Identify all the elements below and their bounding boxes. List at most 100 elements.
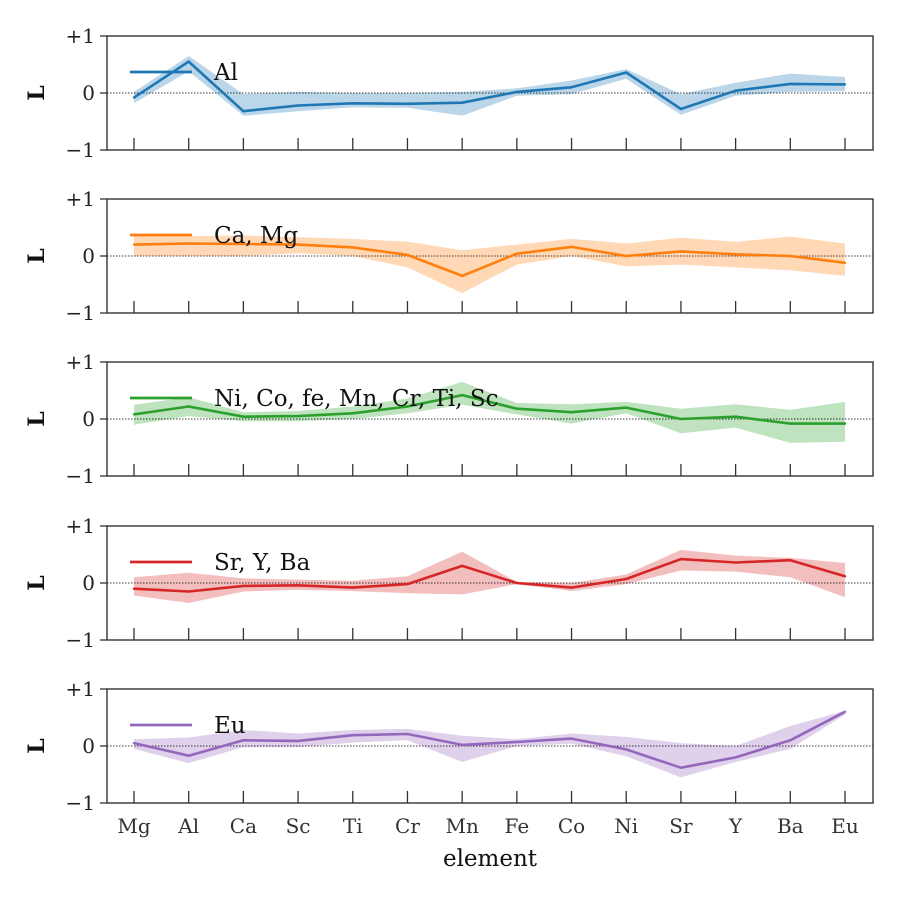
data-point — [242, 584, 245, 588]
data-point — [570, 245, 573, 249]
data-point — [570, 411, 573, 414]
data-point — [132, 96, 136, 99]
y-tick-label: −1 — [66, 301, 95, 325]
data-point — [679, 557, 683, 561]
data-point — [461, 743, 464, 747]
y-tick-label: −1 — [66, 138, 95, 162]
panel-4: −1 0 +1 L Sr, Y, Ba — [24, 514, 874, 652]
y-tick-label: 0 — [82, 734, 95, 758]
data-point — [187, 405, 190, 408]
data-point — [461, 564, 464, 568]
data-point — [187, 590, 190, 593]
x-tick-label: Co — [558, 814, 585, 838]
data-point — [625, 71, 628, 74]
data-point — [406, 732, 409, 736]
y-axis-label: L — [24, 85, 50, 100]
data-point — [515, 740, 518, 744]
data-point — [515, 252, 518, 255]
y-axis-label: L — [24, 248, 50, 263]
data-point — [625, 748, 628, 751]
legend-label: Ni, Co, fe, Mn, Cr, Ti, Sc — [214, 386, 499, 412]
data-point — [515, 90, 518, 94]
data-point — [187, 60, 190, 63]
x-tick-label: Al — [177, 814, 199, 838]
data-point — [296, 104, 300, 107]
data-point — [461, 101, 464, 104]
x-tick-label: Mn — [445, 814, 478, 838]
data-point — [132, 741, 136, 745]
series-line — [133, 242, 846, 278]
data-point — [843, 422, 847, 425]
panel-1: −1 0 +1 L Al — [24, 24, 874, 162]
data-point — [515, 581, 518, 585]
data-point — [679, 107, 683, 111]
data-point — [570, 586, 573, 589]
confidence-band — [134, 381, 845, 443]
panel-2: −1 0 +1 L Ca, Mg — [24, 187, 874, 325]
data-point — [734, 253, 737, 256]
confidence-band — [134, 56, 845, 116]
data-point — [843, 710, 847, 713]
y-tick-label: 0 — [82, 571, 95, 595]
x-tick-label: Mg — [117, 814, 150, 838]
data-point — [515, 407, 518, 410]
x-tick-label: Y — [728, 814, 743, 838]
y-tick-label: 0 — [82, 244, 95, 268]
data-point — [242, 415, 245, 418]
data-point — [351, 246, 354, 249]
y-tick-label: −1 — [66, 791, 95, 815]
x-axis-label: element — [443, 846, 538, 872]
panel-3: −1 0 +1 L Ni, Co, fe, Mn, Cr, Ti, Sc — [24, 350, 874, 488]
y-tick-label: +1 — [66, 187, 95, 211]
data-point — [570, 86, 573, 89]
y-tick-label: +1 — [66, 24, 95, 48]
data-point — [625, 577, 628, 581]
legend-label: Sr, Y, Ba — [214, 550, 311, 576]
y-tick-label: −1 — [66, 628, 95, 652]
y-tick-label: 0 — [82, 407, 95, 431]
data-point — [351, 102, 354, 105]
x-tick-label: Sr — [669, 814, 693, 838]
data-point — [679, 766, 683, 769]
data-point — [461, 393, 464, 397]
y-tick-label: +1 — [66, 350, 95, 374]
data-point — [843, 261, 847, 264]
data-point — [734, 89, 737, 92]
y-axis-label: L — [24, 738, 50, 753]
data-point — [406, 102, 409, 106]
data-point — [461, 274, 464, 278]
data-point — [679, 250, 683, 253]
data-point — [351, 586, 354, 589]
data-point — [187, 754, 190, 757]
data-point — [570, 737, 573, 740]
legend-label: Ca, Mg — [214, 223, 298, 249]
data-point — [351, 734, 354, 737]
series-line — [133, 393, 845, 425]
series-line — [133, 710, 846, 770]
data-point — [406, 582, 409, 586]
y-axis-label: L — [24, 411, 50, 426]
data-point — [843, 575, 847, 578]
x-tick-label: Ca — [230, 814, 257, 838]
data-point — [734, 561, 737, 564]
data-point — [296, 739, 300, 743]
y-tick-label: 0 — [82, 81, 95, 105]
data-point — [789, 82, 792, 86]
data-point — [242, 242, 245, 246]
data-point — [351, 412, 354, 415]
data-point — [789, 739, 792, 742]
data-point — [406, 253, 409, 257]
data-point — [789, 254, 792, 258]
y-tick-label: +1 — [66, 514, 95, 538]
panel-5: −1 0 +1 L Eu — [24, 677, 874, 815]
data-point — [406, 405, 409, 408]
data-point — [789, 422, 792, 425]
y-axis-label: L — [24, 575, 50, 590]
data-point — [242, 110, 245, 113]
x-tick-label: Sc — [286, 814, 311, 838]
data-point — [625, 406, 628, 409]
y-tick-label: +1 — [66, 677, 95, 701]
legend-label: Al — [213, 60, 238, 86]
data-point — [132, 413, 136, 416]
